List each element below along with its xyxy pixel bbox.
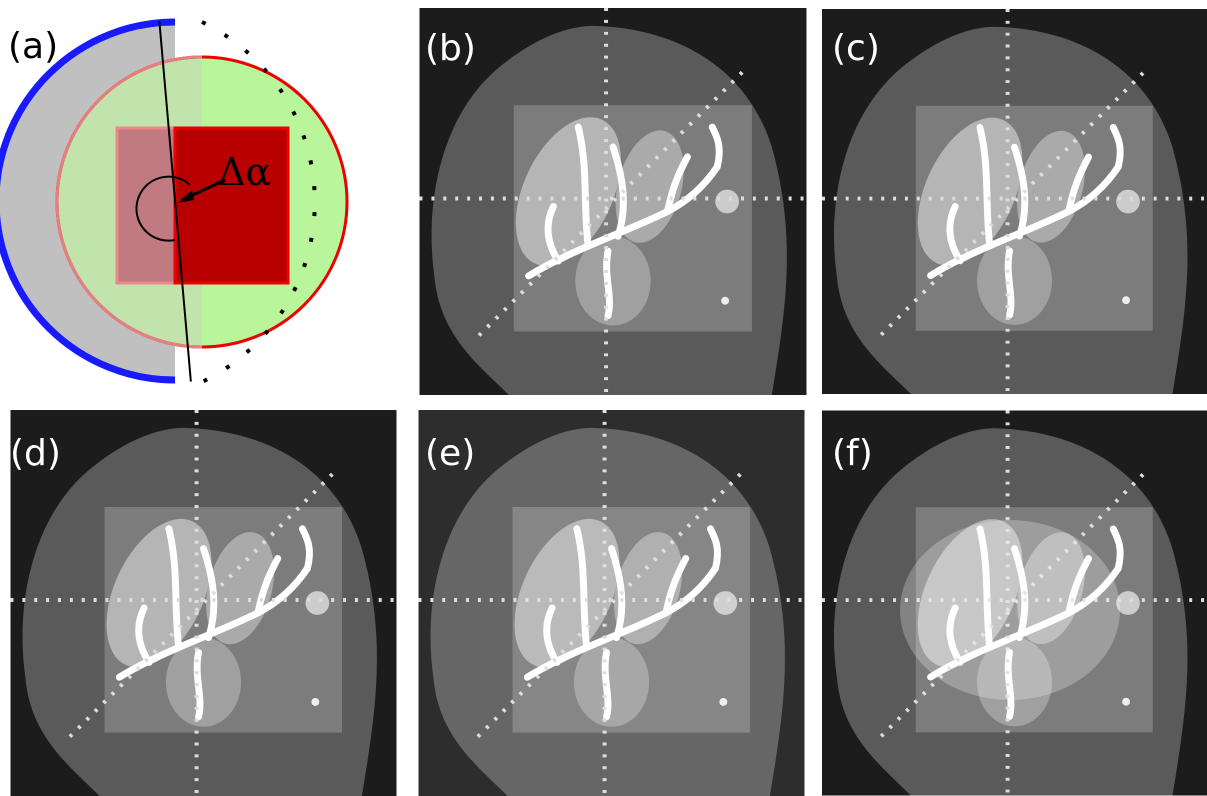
panel-c: (c) [822,9,1207,394]
figure: Δα (a) (b) (c) (d) (e) (f) [0,0,1207,796]
panel-label: (b) [425,28,476,69]
panel-b: (b) [420,8,807,395]
angle-label: Δα [218,150,271,194]
panel-label: (d) [10,433,61,474]
panel-label: (c) [832,28,880,69]
panel-d: (d) [10,410,397,796]
panel-label: (e) [425,433,475,474]
panel-f: (f) [822,411,1207,796]
panel-label: (f) [832,433,873,474]
panel-a: Δα (a) [0,21,347,382]
panel-e: (e) [415,410,808,796]
panel-label: (a) [8,26,58,67]
